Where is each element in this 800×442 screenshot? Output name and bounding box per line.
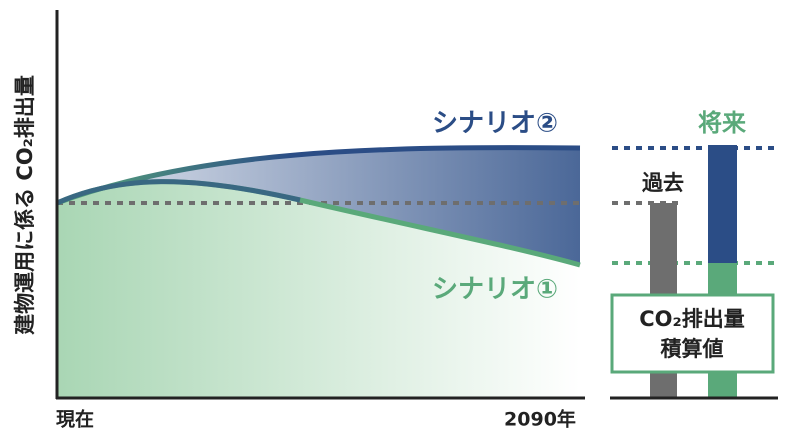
- past-label: 過去: [642, 171, 684, 195]
- future-bar-blue: [708, 145, 737, 263]
- future-label: 将来: [698, 109, 747, 137]
- scenario-1-label: シナリオ①: [432, 275, 558, 305]
- y-axis-label: 建物運用に係る CO₂排出量: [13, 75, 37, 335]
- scenario-1-line-dark: [55, 179, 301, 206]
- box-line-1: CO₂排出量: [639, 307, 744, 331]
- total-box: [610, 293, 775, 374]
- scenario-2-label: シナリオ②: [432, 109, 558, 139]
- scenario-gap-area: [57, 147, 580, 265]
- x-start-label: 現在: [56, 408, 94, 431]
- x-end-label: 2090年: [504, 408, 576, 431]
- box-line-2: 積算値: [661, 337, 724, 361]
